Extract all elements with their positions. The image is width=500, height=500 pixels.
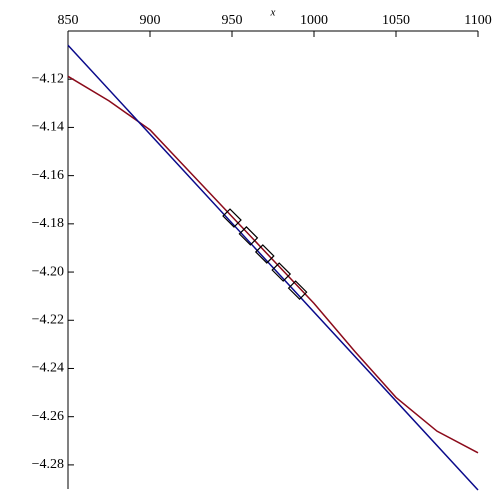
- x-tick-label: 950: [222, 13, 243, 28]
- y-tick-label: −4.16: [32, 168, 64, 183]
- series-line: [67, 75, 479, 454]
- y-tick-label: −4.24: [32, 361, 64, 376]
- x-tick-label: 900: [140, 13, 161, 28]
- point-marker: [222, 208, 242, 228]
- y-tick-label: −4.18: [32, 216, 64, 231]
- y-tick-label: −4.14: [32, 120, 64, 135]
- point-marker: [287, 280, 308, 300]
- point-marker: [238, 226, 259, 246]
- x-tick-label: 850: [58, 13, 79, 28]
- series-line: [67, 44, 479, 491]
- y-tick-label: −4.26: [32, 409, 64, 424]
- x-tick-label: 1050: [382, 13, 410, 28]
- y-tick-label: −4.12: [32, 71, 64, 86]
- y-tick-label: −4.20: [32, 264, 64, 279]
- y-tick-label: −4.22: [32, 312, 64, 327]
- x-axis-label: x: [270, 7, 276, 19]
- x-tick-label: 1000: [300, 13, 328, 28]
- point-marker: [271, 262, 292, 282]
- y-tick-label: −4.28: [32, 457, 64, 472]
- point-marker: [254, 244, 275, 264]
- x-tick-label: 1100: [464, 13, 491, 28]
